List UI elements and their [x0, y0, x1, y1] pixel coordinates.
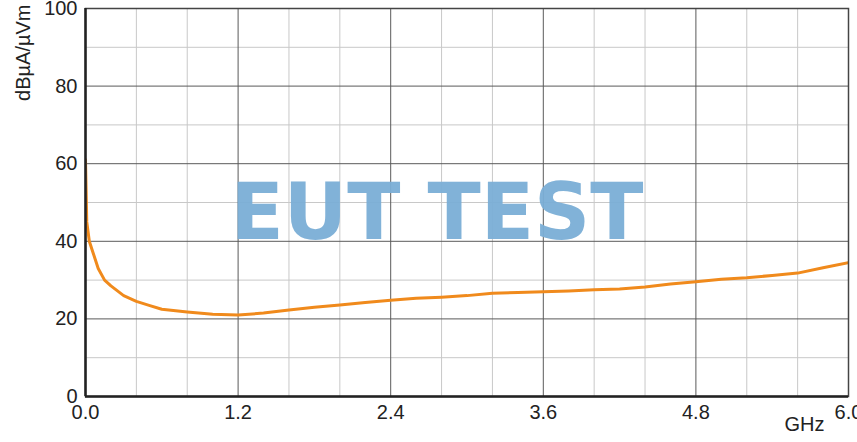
svg-text:60: 60	[55, 152, 77, 174]
svg-text:0: 0	[66, 385, 77, 407]
svg-text:3.6: 3.6	[529, 401, 557, 423]
svg-text:dBµA/µVm: dBµA/µVm	[12, 5, 34, 101]
svg-text:1.2: 1.2	[224, 401, 252, 423]
svg-text:2.4: 2.4	[377, 401, 405, 423]
svg-text:100: 100	[44, 0, 77, 19]
svg-text:4.8: 4.8	[682, 401, 710, 423]
svg-text:0.0: 0.0	[71, 400, 100, 423]
svg-text:40: 40	[55, 230, 77, 252]
svg-text:GHz: GHz	[785, 413, 825, 435]
svg-text:6.0: 6.0	[835, 401, 857, 423]
svg-text:80: 80	[55, 75, 77, 97]
svg-text:20: 20	[55, 307, 77, 329]
svg-text:EUT TEST: EUT TEST	[231, 167, 644, 257]
